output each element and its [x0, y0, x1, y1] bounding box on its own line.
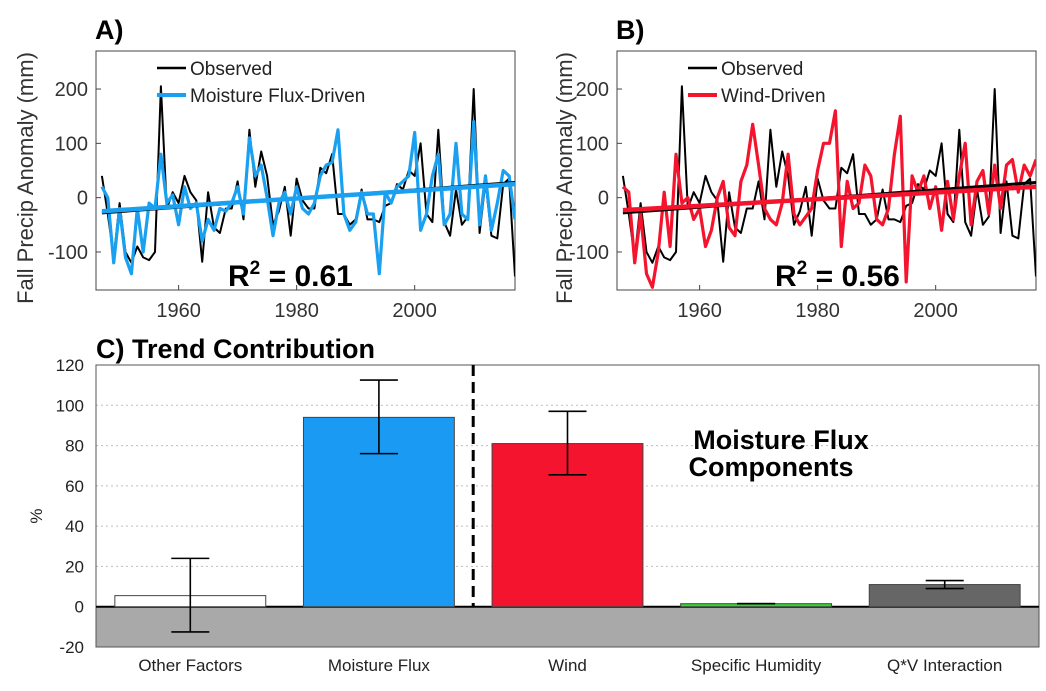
panel-a-ytick-label: 0 [77, 188, 88, 210]
panel-a-series-line-model [100, 119, 515, 276]
panel-b-series-line-observed [621, 85, 1036, 277]
panel-c-chart: C) Trend Contribution % -20 0 20 40 60 80 100 1… [27, 334, 1040, 675]
panel-a-legend-label-observed: Observed [190, 59, 272, 80]
panel-b-legend-label-model: Wind-Driven [721, 86, 826, 107]
panel-b-xtick-label: 2000 [913, 300, 958, 322]
panel-c-ytick-label: 40 [65, 517, 84, 536]
panel-c-category-label: Q*V Interaction [887, 656, 1002, 675]
panel-a-ytick-label: 200 [55, 79, 88, 101]
panel-b-plot-area: -100 0 100 200 1960 1980 2000 [569, 50, 1037, 322]
panel-c-ytick-label: 120 [56, 356, 84, 375]
panel-b-chart: B) Fall Precip Anomaly (mm) -100 0 100 200 1… [552, 15, 1037, 322]
panel-b-r2-annotation: R2 = 0.56 [775, 258, 900, 293]
panel-c-plot-area: -20 0 20 40 60 80 100 120 Other Factors Moisture … [56, 356, 1040, 675]
panel-c-negative-region [96, 606, 1039, 647]
panel-c-annotation-line-1: Moisture Flux [693, 425, 869, 455]
panel-b-ylabel: Fall Precip Anomaly (mm) [552, 52, 577, 304]
panel-a-ylabel: Fall Precip Anomaly (mm) [13, 52, 38, 304]
panel-c-category-label: Moisture Flux [328, 656, 431, 675]
panel-b-xtick-label: 1980 [795, 300, 840, 322]
panel-c-annotation-line-2: Components [689, 452, 854, 482]
panel-c-ytick-label: 0 [75, 598, 84, 617]
panel-b-ytick-label: -100 [569, 242, 609, 264]
panel-b-r2-superscript: 2 [797, 258, 808, 279]
panel-b-trend-line-model [622, 184, 1036, 213]
panel-a-legend-label-model: Moisture Flux-Driven [190, 86, 365, 107]
panel-c-category-label: Specific Humidity [691, 656, 822, 675]
panel-a-label: A) [95, 15, 124, 45]
panel-c-ylabel: % [27, 508, 46, 523]
panel-c-ytick-label: 20 [65, 557, 84, 576]
panel-a-series-group [100, 85, 515, 277]
panel-a-xtick-label: 1980 [274, 300, 319, 322]
panel-c-axes-frame [95, 364, 1040, 648]
panel-c-ytick-label: 80 [65, 437, 84, 456]
panel-a-xtick-label: 1960 [156, 300, 201, 322]
panel-b-series-group [621, 85, 1036, 289]
panel-c-components-annotation: Moisture Flux Components [689, 425, 869, 482]
panel-b-ytick-label: 100 [576, 133, 609, 155]
panel-b-series-line-model [621, 109, 1036, 289]
panel-b-axes-frame [616, 50, 1037, 291]
panel-a-r2-annotation: R2 = 0.61 [228, 258, 353, 293]
panel-c-category-label: Other Factors [138, 656, 242, 675]
panel-b-ytick-label: 0 [598, 188, 609, 210]
panel-a-legend: Observed Moisture Flux-Driven [157, 59, 365, 107]
panel-a-trend-line-model [101, 181, 515, 214]
panel-b-legend: Observed Wind-Driven [688, 59, 826, 107]
panel-b-ytick-label: 200 [576, 79, 609, 101]
panel-b-label: B) [616, 15, 645, 45]
panel-c-category-label: Wind [548, 656, 587, 675]
panel-a-ytick-label: 100 [55, 133, 88, 155]
panel-a-axes-frame [95, 50, 516, 291]
panel-a-plot-area: -100 0 100 200 1960 1980 2000 [48, 50, 516, 322]
panel-b-xtick-label: 1960 [677, 300, 722, 322]
panel-c-ytick-label: 60 [65, 477, 84, 496]
panel-a-xtick-label: 2000 [392, 300, 437, 322]
panel-a-ytick-label: -100 [48, 242, 88, 264]
panel-c-title: C) Trend Contribution [96, 334, 375, 364]
panel-c-ytick-label: -20 [59, 638, 84, 657]
panel-b-legend-label-observed: Observed [721, 59, 803, 80]
panel-a-r2-superscript: 2 [250, 258, 261, 279]
panel-a-chart: A) Fall Precip Anomaly (mm) -100 0 100 200 1… [13, 15, 516, 322]
panel-c-ytick-label: 100 [56, 396, 84, 415]
